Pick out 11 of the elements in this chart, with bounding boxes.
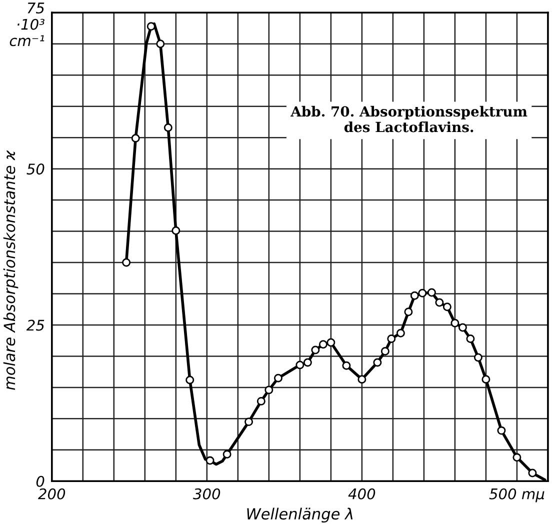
y-tick-label: 0 [36, 476, 44, 487]
x-tick-label: 400 [348, 488, 376, 500]
x-tick-label: 200 [38, 488, 66, 500]
text: Abb. 70. Absorptionsspektrum des Lactoflavins. [290, 106, 528, 132]
x-axis-title: Wellenlänge λ [247, 508, 353, 523]
x-tick-label: 300 [193, 488, 220, 500]
x-tick-label: 500 mμ [489, 488, 544, 502]
y-tick-label: 50 [26, 164, 44, 175]
y-tick-label: 25 [26, 320, 44, 331]
y-axis-title: molare Absorptionskonstante ϰ [3, 150, 18, 390]
y-tick-label: 75 ·10³ cm⁻¹ [10, 2, 44, 46]
